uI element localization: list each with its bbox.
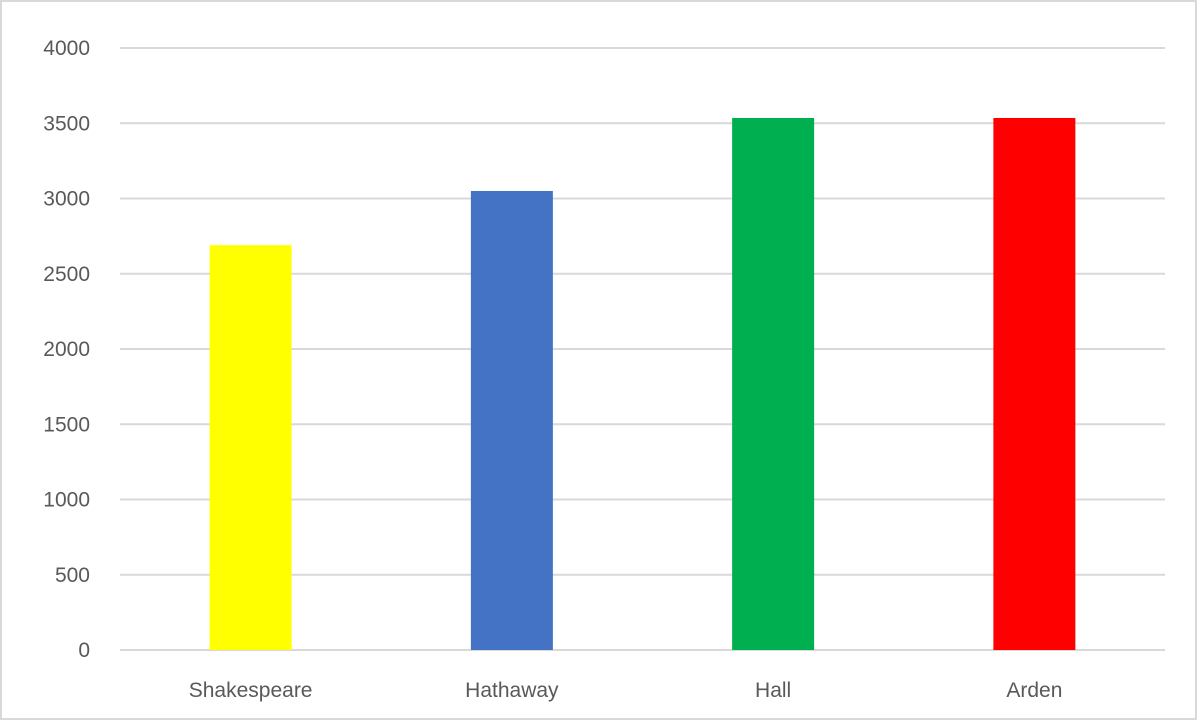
y-tick-label: 1000 (43, 489, 90, 512)
x-tick-label-arden: Arden (1006, 679, 1062, 702)
bar-shakespeare (209, 245, 292, 650)
y-tick-label: 3000 (43, 188, 90, 211)
y-tick-label: 4000 (43, 37, 90, 60)
y-tick-label: 500 (55, 564, 90, 587)
y-tick-label: 0 (78, 639, 90, 662)
x-tick-label-hall: Hall (755, 679, 791, 702)
x-tick-label-hathaway: Hathaway (465, 679, 559, 702)
y-tick-label: 2000 (43, 338, 90, 361)
y-axis-tick-labels: 0 500 1000 1500 2000 2500 3000 3500 4000 (43, 37, 90, 662)
bar-hall (732, 117, 815, 651)
bar-arden (993, 117, 1076, 651)
y-tick-label: 1500 (43, 413, 90, 436)
bar-hathaway (470, 190, 553, 650)
y-tick-label: 3500 (43, 112, 90, 135)
y-tick-label: 2500 (43, 263, 90, 286)
x-tick-label-shakespeare: Shakespeare (189, 679, 313, 702)
gridlines (120, 47, 1165, 651)
bars (209, 117, 1076, 651)
x-axis-tick-labels: Shakespeare Hathaway Hall Arden (189, 679, 1063, 702)
